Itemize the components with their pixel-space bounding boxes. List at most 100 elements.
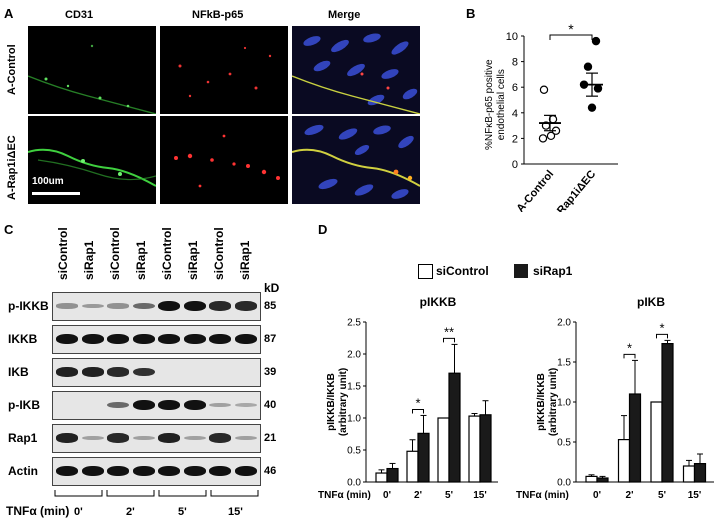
kd-header: kD (264, 281, 280, 295)
blot-band (81, 466, 104, 476)
blot-band (234, 435, 257, 441)
col-label-p65: NFkB-p65 (192, 9, 244, 21)
chart-title: pIKB (637, 295, 665, 309)
micrograph-p65-control (160, 26, 288, 114)
sig-star: * (415, 395, 420, 410)
bar (596, 477, 609, 483)
sig-star: * (568, 22, 574, 37)
blot-band (107, 466, 129, 476)
panel-b-ylabel-line1: %NFκB-p65 positive (484, 59, 495, 150)
blot-band (56, 433, 78, 443)
bar (386, 467, 399, 483)
row-label-rap1: A-Rap1iΔEC (6, 135, 18, 200)
sig-bracket (623, 353, 636, 359)
category-label: 15' (473, 490, 487, 501)
bar (406, 450, 419, 483)
blot-band (107, 433, 129, 443)
lane-label: siControl (212, 227, 226, 280)
bar (375, 472, 388, 483)
sig-bracket (656, 333, 668, 339)
bar (628, 393, 642, 483)
bar (585, 475, 598, 483)
pikb-bar-chart: pIKB 0.0 0.5 1.0 1.5 2.0 pIKKB/IKKB (arbitrary … (516, 295, 714, 501)
blot-band (132, 400, 155, 410)
blot-band (132, 435, 155, 441)
lane-label: siControl (160, 227, 174, 280)
blot-strip (52, 358, 261, 387)
blot-band (81, 303, 104, 309)
category-label: 5' (445, 490, 453, 501)
blot-kd: 40 (264, 399, 277, 411)
blot-band (81, 334, 104, 344)
category-label: A-Rap1iΔEC (547, 168, 598, 212)
blot-band (107, 367, 129, 377)
bar (682, 465, 696, 483)
blot-band (107, 303, 129, 309)
p65-rap1-signal (174, 134, 280, 188)
sig-bracket (412, 408, 424, 414)
sig-bracket (549, 34, 593, 40)
lane-label: siControl (108, 227, 122, 280)
cd31-control-signal (28, 44, 156, 114)
blot-label: Actin (8, 464, 38, 478)
blot-strip (52, 457, 261, 486)
blot-band (234, 466, 257, 476)
blot-band (209, 433, 231, 443)
panel-b-letter: B (466, 6, 476, 21)
scale-bar (32, 192, 80, 195)
y-tick-label: 8 (512, 57, 518, 69)
blot-band (209, 402, 231, 408)
blot-strip (52, 292, 261, 321)
time-15: 15' (228, 506, 243, 518)
blot-strip (52, 424, 261, 453)
legend-label-sicontrol: siControl (436, 264, 489, 278)
data-point (583, 62, 593, 71)
y-axis-label: pIKKB/IKKB (536, 373, 547, 431)
blot-band (209, 301, 231, 311)
bar (479, 414, 492, 483)
y-tick-label: 0.5 (347, 446, 361, 457)
data-point (538, 134, 548, 143)
blot-label: p-IKKB (8, 299, 49, 313)
micrograph-cd31-control (28, 26, 156, 114)
lane-label: siRap1 (186, 240, 200, 280)
y-axis-label: (arbitrary unit) (338, 368, 349, 436)
col-label-cd31: CD31 (65, 9, 94, 21)
blot-band (132, 334, 155, 344)
bar (617, 439, 631, 483)
time-2: 2' (126, 506, 135, 518)
bar (661, 342, 674, 483)
y-tick-label: 10 (506, 31, 518, 43)
blot-band (56, 367, 78, 377)
blot-band (158, 466, 180, 476)
blot-band (132, 302, 155, 310)
bar (650, 401, 663, 483)
y-tick-label: 1.0 (557, 398, 571, 409)
blot-band (183, 301, 206, 311)
blot-label: Rap1 (8, 431, 38, 445)
lane-label: siControl (56, 227, 70, 280)
blot-band (158, 301, 180, 311)
blot-band (56, 303, 78, 309)
micrograph-merge-rap1 (292, 116, 420, 204)
blot-band (209, 334, 231, 344)
col-label-merge: Merge (328, 9, 361, 21)
y-tick-label: 2 (512, 133, 518, 145)
blot-band (183, 466, 206, 476)
category-label: 15' (688, 490, 702, 501)
blot-label: IKB (8, 365, 29, 379)
category-label: 2' (626, 490, 634, 501)
lane-label: siRap1 (238, 240, 252, 280)
category-label: 0' (593, 490, 601, 501)
blot-band (183, 400, 206, 410)
blot-kd: 87 (264, 333, 277, 345)
y-tick-label: 2.5 (347, 318, 361, 329)
data-point (587, 103, 597, 112)
time-5: 5' (178, 506, 187, 518)
blot-band (158, 400, 180, 410)
merge-rap1-signal (292, 124, 420, 199)
y-tick-label: 1.5 (557, 358, 571, 369)
data-point (539, 85, 549, 94)
blot-band (234, 301, 257, 311)
